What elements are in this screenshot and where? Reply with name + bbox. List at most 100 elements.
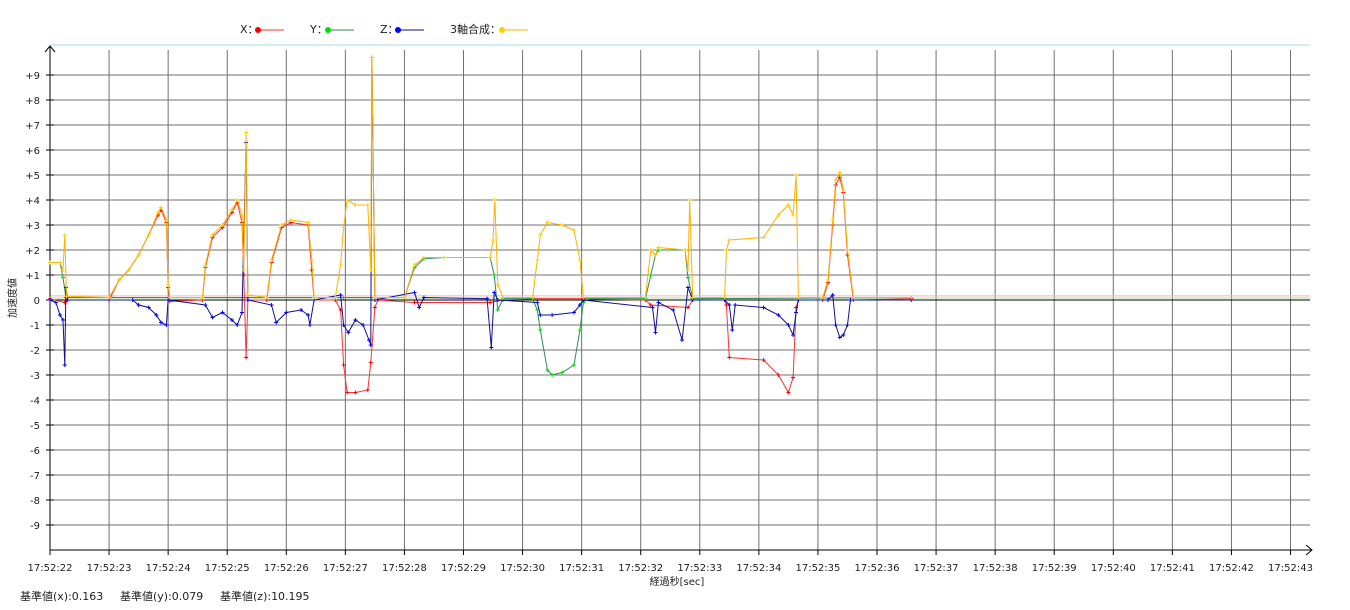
data-point: [306, 220, 311, 225]
data-point: [791, 213, 796, 217]
y-axis-label: 加速度値: [6, 278, 19, 318]
data-point: [786, 390, 791, 395]
data-point: [220, 223, 225, 227]
data-point: [680, 338, 685, 342]
data-point: [535, 300, 540, 305]
data-point: [820, 295, 825, 300]
data-point: [776, 313, 781, 317]
data-point: [761, 305, 766, 310]
data-point: [830, 293, 835, 297]
data-point: [365, 203, 370, 207]
y-tick-label: -5: [30, 421, 40, 432]
data-point: [833, 323, 838, 327]
data-point: [685, 275, 690, 280]
data-point: [58, 260, 63, 265]
data-point: [671, 308, 676, 312]
y-tick-label: +6: [25, 146, 40, 157]
data-point: [166, 283, 171, 287]
data-point: [164, 218, 169, 222]
data-point: [492, 198, 497, 202]
data-point: [284, 310, 289, 315]
data-point: [833, 178, 838, 182]
data-point: [60, 275, 65, 280]
data-point: [269, 258, 274, 262]
data-point: [309, 258, 314, 262]
data-point: [60, 268, 65, 272]
x-tick-label: 17:52:40: [1091, 563, 1136, 574]
x-tick-label: 17:52:36: [855, 563, 900, 574]
data-point: [235, 198, 240, 202]
data-point: [685, 268, 690, 272]
y-tick-label: +1: [25, 271, 40, 282]
data-point: [307, 323, 312, 327]
series-line: [49, 57, 912, 366]
data-point: [229, 208, 234, 212]
data-point: [577, 303, 582, 307]
series-Z: [48, 55, 914, 367]
data-point: [653, 330, 658, 335]
data-point: [488, 300, 493, 305]
data-point: [159, 205, 164, 210]
data-point: [571, 363, 576, 367]
data-point: [154, 313, 159, 317]
data-point: [841, 188, 846, 192]
legend-label: 3軸合成：: [450, 22, 501, 36]
data-point: [830, 218, 835, 222]
x-tick-label: 17:52:24: [146, 563, 191, 574]
data-point: [365, 388, 370, 392]
x-tick-label: 17:52:39: [1032, 563, 1077, 574]
data-point: [164, 323, 169, 327]
data-point: [545, 220, 550, 225]
data-point: [535, 258, 540, 262]
data-point: [495, 308, 500, 312]
data-point: [727, 238, 732, 242]
data-point: [909, 295, 914, 300]
x-tick-label: 17:52:26: [264, 563, 309, 574]
base-value-x: 基準値(x):0.163: [20, 590, 104, 603]
y-tick-label: +3: [25, 221, 40, 232]
series-X: [48, 175, 914, 395]
data-point: [495, 283, 500, 287]
data-point: [545, 368, 550, 372]
base-lines: [50, 295, 1310, 299]
data-point: [53, 300, 58, 305]
series-3軸合成: [48, 55, 914, 300]
data-point: [421, 255, 426, 260]
data-point: [727, 303, 732, 307]
x-tick-label: 17:52:37: [914, 563, 959, 574]
data-point: [687, 198, 692, 202]
data-point: [368, 343, 373, 347]
series-line: [50, 57, 912, 299]
data-point: [488, 255, 493, 260]
data-point: [48, 298, 52, 302]
data-point: [62, 363, 67, 367]
x-tick-label: 17:52:32: [618, 563, 663, 574]
data-point: [653, 253, 658, 257]
data-point: [730, 328, 735, 332]
y-tick-label: -3: [30, 371, 40, 382]
data-point: [244, 355, 249, 360]
data-point: [722, 295, 727, 300]
y-tick-label: -9: [30, 521, 40, 532]
data-point: [648, 248, 653, 252]
data-point: [786, 323, 791, 327]
x-tick-label: 17:52:34: [736, 563, 781, 574]
series-Y: [48, 248, 914, 377]
data-point: [353, 318, 358, 322]
data-point: [581, 295, 586, 300]
data-point: [685, 285, 690, 290]
data-point: [58, 313, 63, 317]
data-point: [345, 390, 350, 395]
data-point: [685, 305, 690, 310]
data-point: [825, 298, 830, 302]
data-point: [366, 338, 371, 342]
data-point: [485, 296, 490, 301]
data-point: [156, 210, 161, 215]
data-point: [338, 263, 343, 267]
data-point: [372, 295, 377, 300]
data-point: [210, 233, 215, 237]
x-tick-label: 17:52:31: [559, 563, 604, 574]
data-point: [361, 323, 366, 327]
y-tick-label: -2: [30, 346, 40, 357]
